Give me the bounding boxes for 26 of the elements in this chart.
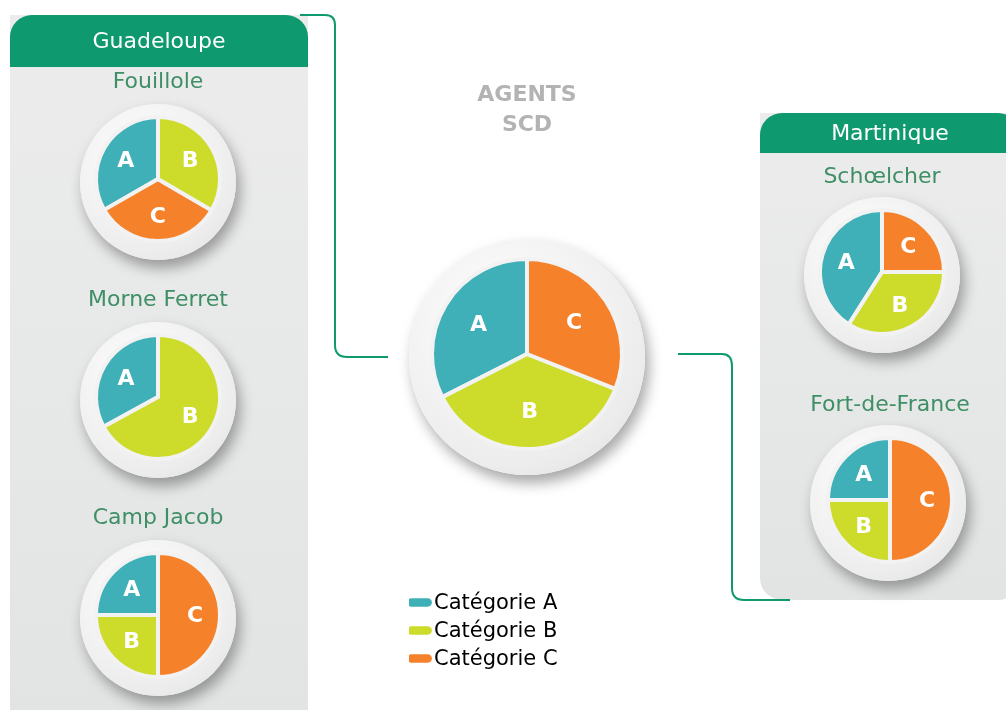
- slice-label: B: [181, 147, 199, 173]
- slice-label: B: [123, 628, 141, 654]
- slice-label: B: [181, 402, 199, 428]
- chart-title: AGENTS SCD: [477, 81, 577, 136]
- slice-label: C: [900, 232, 917, 258]
- data-label: B: [521, 397, 539, 423]
- slice-label: C: [187, 602, 204, 627]
- legend-label: Catégorie C: [434, 645, 558, 670]
- chart-title: Morne Ferret: [88, 286, 229, 311]
- data-label: A: [469, 311, 487, 337]
- slice-label: A: [837, 248, 855, 274]
- data-label: C: [566, 308, 583, 334]
- legend-label: Catégorie B: [434, 617, 558, 642]
- legend-label: Catégorie A: [434, 589, 558, 614]
- chart-title: Fort-de-France: [810, 391, 970, 416]
- chart-title: Schœlcher: [823, 163, 942, 188]
- slice-label: C: [919, 487, 936, 512]
- chart-title: Camp Jacob: [92, 504, 224, 529]
- slice-label: C: [149, 203, 166, 229]
- slice-label: B: [855, 513, 873, 539]
- slice-label: A: [117, 365, 135, 391]
- slice-label: A: [855, 460, 873, 486]
- slice-label: A: [123, 575, 141, 601]
- slice-label: B: [891, 291, 909, 317]
- chart-title: Fouillole: [112, 68, 204, 93]
- slice-label: A: [117, 147, 135, 173]
